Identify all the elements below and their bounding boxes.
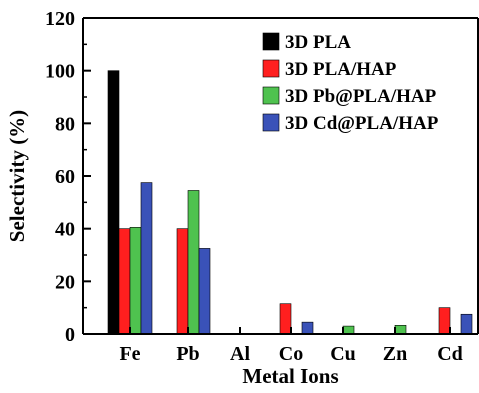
y-tick-label-100: 100 xyxy=(45,61,75,83)
bar-pb-series-3 xyxy=(187,190,200,335)
y-tick-label-20: 20 xyxy=(55,271,75,293)
bar-fe-series-4 xyxy=(140,182,153,335)
bar-co-series-2 xyxy=(279,303,292,335)
y-tick-label-40: 40 xyxy=(55,219,75,241)
legend: 3D PLA 3D PLA/HAP 3D Pb@PLA/HAP 3D Cd@PLA/H… xyxy=(262,32,439,134)
y-tick-label-60: 60 xyxy=(55,166,75,188)
legend-swatch-1 xyxy=(262,32,280,51)
legend-swatch-3 xyxy=(262,86,280,105)
x-tick-label-co: Co xyxy=(279,343,303,365)
bar-zn-series-3 xyxy=(394,325,407,335)
x-tick-label-al: Al xyxy=(230,343,250,365)
legend-swatch-4 xyxy=(262,113,280,132)
bar-cd-series-2 xyxy=(438,307,451,335)
bar-fe-series-1 xyxy=(107,70,120,335)
bar-cu-series-3 xyxy=(342,325,355,335)
x-tick-label-pb: Pb xyxy=(176,343,199,365)
legend-label-3: 3D Pb@PLA/HAP xyxy=(285,86,437,107)
legend-label-2: 3D PLA/HAP xyxy=(285,59,397,80)
y-axis-title: Selectivity (%) xyxy=(5,110,29,242)
legend-label-4: 3D Cd@PLA/HAP xyxy=(285,113,439,134)
bar-co-series-4 xyxy=(301,321,314,335)
bar-fe-series-2 xyxy=(118,228,131,335)
bar-cd-series-4 xyxy=(460,313,473,335)
plot-area xyxy=(107,70,473,335)
bar-fe-series-3 xyxy=(129,227,142,335)
legend-label-1: 3D PLA xyxy=(285,32,351,53)
x-tick-label-cu: Cu xyxy=(330,343,356,365)
axes: 0 20 40 60 80 100 120 Fe Pb Al Co Cu Zn Cd Metal Ions S… xyxy=(5,8,479,388)
x-axis-title: Metal Ions xyxy=(242,364,338,388)
x-tick-label-cd: Cd xyxy=(437,343,463,365)
bar-pb-series-2 xyxy=(176,228,189,335)
x-tick-label-zn: Zn xyxy=(383,343,407,365)
y-tick-label-0: 0 xyxy=(65,324,75,346)
x-tick-label-fe: Fe xyxy=(119,343,140,365)
y-tick-label-120: 120 xyxy=(45,8,75,30)
legend-swatch-2 xyxy=(262,59,280,78)
y-tick-label-80: 80 xyxy=(55,113,75,135)
bar-pb-series-4 xyxy=(198,248,211,335)
